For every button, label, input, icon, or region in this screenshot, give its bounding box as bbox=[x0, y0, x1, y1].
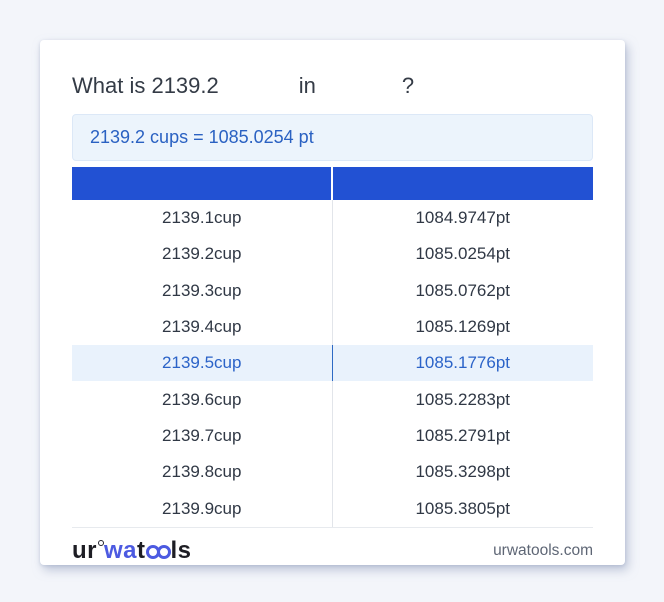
conversion-result-text: 2139.2 cups = 1085.0254 pt bbox=[90, 127, 314, 147]
site-domain-link[interactable]: urwatools.com bbox=[493, 541, 593, 559]
cup-value: 2139.6cup bbox=[72, 381, 333, 418]
logo-glasses-right-circle bbox=[156, 544, 171, 559]
pt-value: 1085.2283pt bbox=[415, 389, 511, 409]
table-row[interactable]: 2139.7cup 1085.2791pt bbox=[72, 417, 593, 455]
pt-value: 1084.9747pt bbox=[415, 208, 511, 228]
pt-value: 1085.3805pt bbox=[415, 498, 511, 518]
table-row[interactable]: 2139.9cup 1085.3805pt bbox=[72, 490, 593, 527]
conversion-table: 2139.1cup 1084.9747pt 2139.2cup 1085.025… bbox=[72, 167, 593, 528]
table-header-pt-column bbox=[333, 167, 594, 200]
cup-value: 2139.5cup bbox=[72, 345, 333, 382]
cup-value: 2139.7cup bbox=[72, 417, 333, 455]
table-row[interactable]: 2139.6cup 1085.2283pt bbox=[72, 381, 593, 418]
cup-value: 2139.9cup bbox=[72, 490, 333, 527]
page-title: What is 2139.2 in? bbox=[72, 73, 593, 99]
table-row[interactable]: 2139.3cup 1085.0762pt bbox=[72, 272, 593, 309]
logo-text-ur: ur bbox=[72, 536, 97, 564]
converter-card: What is 2139.2 in? 2139.2 cups = 1085.025… bbox=[40, 40, 625, 565]
pt-value: 1085.2791pt bbox=[415, 425, 511, 445]
table-header-cup-column bbox=[72, 167, 333, 200]
cup-value: 2139.1cup bbox=[72, 200, 333, 237]
logo-glasses-icon bbox=[145, 544, 171, 559]
table-header-row bbox=[72, 167, 593, 200]
cup-value: 2139.8cup bbox=[72, 454, 333, 491]
pt-value: 1085.3298pt bbox=[415, 462, 511, 482]
logo-text-wa: wa bbox=[104, 536, 138, 564]
urwatools-logo[interactable]: ur wa t ls bbox=[72, 537, 192, 565]
table-row[interactable]: 2139.4cup 1085.1269pt bbox=[72, 308, 593, 346]
table-row[interactable]: 2139.1cup 1084.9747pt bbox=[72, 200, 593, 237]
table-row[interactable]: 2139.2cup 1085.0254pt bbox=[72, 236, 593, 273]
logo-text-ls: ls bbox=[170, 536, 192, 564]
cup-value: 2139.2cup bbox=[72, 236, 333, 273]
title-question-prefix: What is 2139.2 bbox=[72, 73, 219, 98]
pt-value: 1085.1269pt bbox=[415, 317, 511, 337]
pt-value: 1085.0762pt bbox=[415, 280, 511, 300]
card-footer: ur wa t ls urwatools.com bbox=[72, 532, 593, 570]
pt-value: 1085.1776pt bbox=[415, 353, 511, 373]
logo-text-t: t bbox=[137, 536, 146, 564]
title-preposition: in bbox=[298, 73, 316, 98]
title-question-mark: ? bbox=[401, 73, 415, 98]
table-row[interactable]: 2139.8cup 1085.3298pt bbox=[72, 454, 593, 491]
table-row-highlighted[interactable]: 2139.5cup 1085.1776pt bbox=[72, 345, 593, 382]
cup-value: 2139.4cup bbox=[72, 308, 333, 346]
cup-value: 2139.3cup bbox=[72, 272, 333, 309]
logo-ring-icon bbox=[98, 539, 104, 546]
pt-value: 1085.0254pt bbox=[415, 244, 511, 264]
conversion-result-box: 2139.2 cups = 1085.0254 pt bbox=[72, 114, 593, 161]
